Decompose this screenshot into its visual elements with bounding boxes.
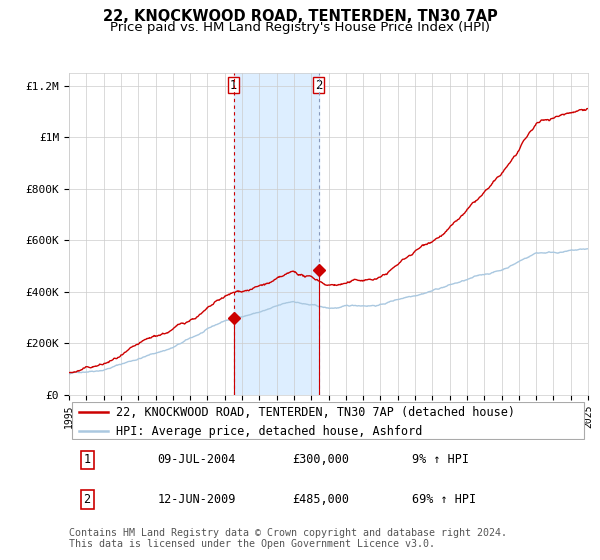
Text: 2: 2 (315, 78, 323, 92)
Text: 22, KNOCKWOOD ROAD, TENTERDEN, TN30 7AP (detached house): 22, KNOCKWOOD ROAD, TENTERDEN, TN30 7AP … (116, 405, 515, 419)
Text: 2: 2 (83, 493, 91, 506)
Bar (233, 73, 319, 395)
FancyBboxPatch shape (71, 402, 584, 439)
Text: HPI: Average price, detached house, Ashford: HPI: Average price, detached house, Ashf… (116, 424, 422, 438)
Text: 1: 1 (83, 454, 91, 466)
Text: 12-JUN-2009: 12-JUN-2009 (157, 493, 236, 506)
Text: £300,000: £300,000 (292, 454, 349, 466)
Text: £485,000: £485,000 (292, 493, 349, 506)
Text: Price paid vs. HM Land Registry's House Price Index (HPI): Price paid vs. HM Land Registry's House … (110, 21, 490, 34)
Text: 09-JUL-2004: 09-JUL-2004 (157, 454, 236, 466)
Text: 1: 1 (230, 78, 238, 92)
Text: 9% ↑ HPI: 9% ↑ HPI (412, 454, 469, 466)
Text: 69% ↑ HPI: 69% ↑ HPI (412, 493, 476, 506)
Text: Contains HM Land Registry data © Crown copyright and database right 2024.
This d: Contains HM Land Registry data © Crown c… (69, 528, 507, 549)
Text: 22, KNOCKWOOD ROAD, TENTERDEN, TN30 7AP: 22, KNOCKWOOD ROAD, TENTERDEN, TN30 7AP (103, 9, 497, 24)
